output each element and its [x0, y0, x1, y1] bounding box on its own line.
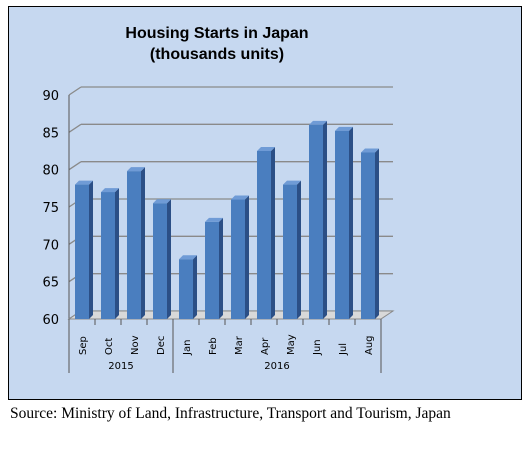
bar-top	[335, 126, 353, 131]
bar-side	[245, 195, 249, 319]
source-note: Source: Ministry of Land, Infrastructure…	[10, 405, 451, 422]
axis-labels: 60 65 70 75 80 85 90 Sep Oct Nov Dec Jan Feb Mar Apr Ma…	[42, 89, 375, 372]
bar-side	[349, 126, 353, 319]
bar	[309, 120, 327, 319]
bar-top	[309, 120, 327, 125]
x-tick-label: Mar	[234, 335, 245, 355]
bar-front	[127, 171, 141, 319]
bar-top	[205, 217, 223, 222]
bar-side	[271, 147, 275, 319]
y-tick-label: 80	[42, 164, 59, 179]
bar-front	[179, 259, 193, 319]
y-tick-label: 70	[42, 238, 59, 253]
chart-subtitle: (thousands units)	[150, 46, 284, 63]
bar-side	[193, 255, 197, 319]
x-tick-label: Jun	[312, 339, 323, 356]
bar-side	[141, 167, 145, 319]
bar	[101, 188, 119, 319]
bar-top	[257, 147, 275, 151]
year-group-label: 2016	[264, 361, 289, 372]
bar-top	[101, 188, 119, 193]
bar	[179, 255, 197, 319]
bar-top	[361, 148, 379, 153]
x-tick-label: Jul	[338, 343, 349, 356]
bar	[335, 126, 353, 319]
x-tick-label: Aug	[364, 335, 375, 355]
bar-side	[219, 217, 223, 319]
y-tick-label: 60	[42, 313, 59, 328]
bar-side	[89, 180, 93, 319]
bar	[153, 199, 171, 319]
bar-front	[257, 151, 271, 319]
bar	[127, 167, 145, 319]
x-tick-label: Jan	[182, 340, 193, 356]
x-tick-label: Dec	[156, 336, 167, 355]
bar-top	[179, 255, 197, 260]
bar-side	[297, 180, 301, 319]
bar-top	[153, 199, 171, 204]
chart-title: Housing Starts in Japan	[125, 25, 308, 42]
bars	[75, 120, 379, 319]
bar	[205, 217, 223, 319]
bar-top	[231, 195, 249, 200]
bar	[283, 180, 301, 319]
gridline-depth	[68, 123, 82, 133]
chart-frame: Housing Starts in Japan (thousands units…	[8, 6, 522, 400]
bar-side	[323, 120, 327, 319]
x-tick-label: May	[286, 334, 297, 355]
bar-top	[75, 180, 93, 185]
x-tick-label: Feb	[208, 337, 219, 355]
bar-side	[375, 148, 379, 319]
bar-top	[283, 180, 301, 185]
x-tick-label: Apr	[260, 337, 271, 355]
bar	[231, 195, 249, 319]
bar-front	[75, 184, 89, 319]
bar-front	[309, 124, 323, 319]
bar-front	[335, 130, 349, 319]
bar-chart: Housing Starts in Japan (thousands units…	[42, 25, 395, 373]
bar-side	[167, 199, 171, 319]
gridline-depth	[68, 86, 82, 96]
bar	[75, 180, 93, 319]
bar-side	[115, 188, 119, 319]
gridline-depth	[68, 161, 82, 171]
bar-front	[231, 199, 245, 319]
bar-front	[283, 184, 297, 319]
x-tick-label: Nov	[130, 335, 141, 355]
bar	[257, 147, 275, 319]
bar-front	[101, 192, 115, 319]
x-tick-label: Sep	[78, 336, 89, 355]
bar-front	[361, 152, 375, 319]
bar-front	[205, 221, 219, 319]
x-tick-label: Oct	[104, 338, 115, 355]
year-group-label: 2015	[108, 361, 133, 372]
bar-front	[153, 203, 167, 319]
y-tick-label: 65	[42, 276, 59, 291]
bar-top	[127, 167, 145, 172]
y-tick-label: 75	[42, 201, 59, 216]
y-tick-label: 85	[42, 126, 59, 141]
bar	[361, 148, 379, 319]
y-tick-label: 90	[42, 89, 59, 104]
